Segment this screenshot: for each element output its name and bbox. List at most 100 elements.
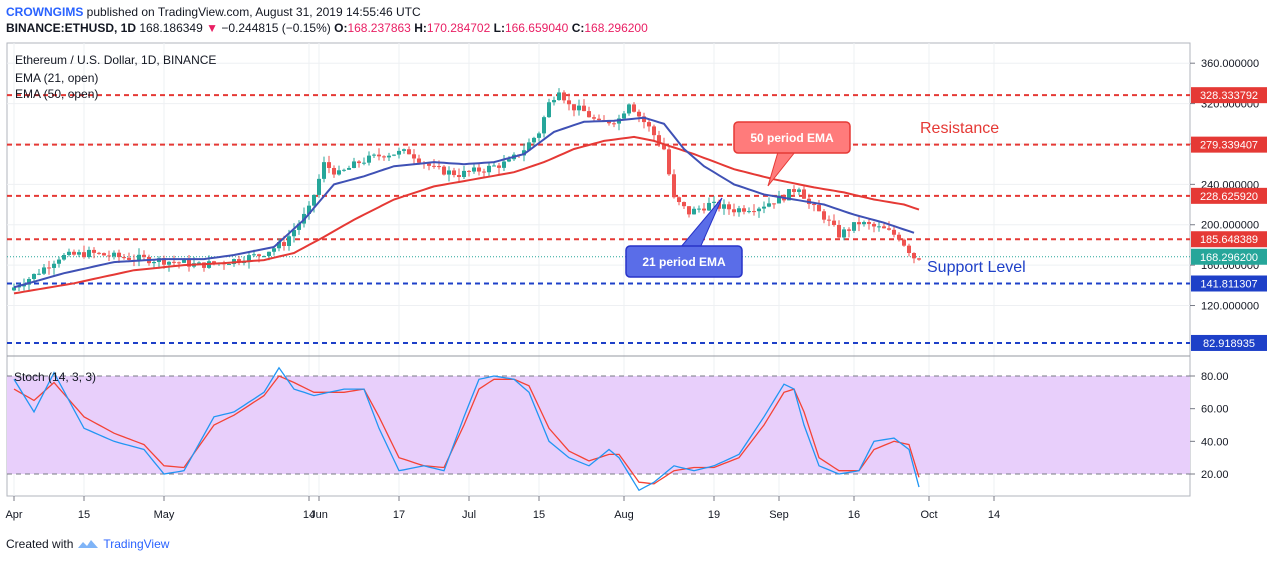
candle-body: [327, 162, 331, 168]
candle-body: [497, 165, 501, 168]
candle-body: [787, 189, 791, 201]
candle-body: [802, 189, 806, 199]
stoch-tick-label: 40.00: [1201, 436, 1229, 448]
candle-body: [392, 154, 396, 156]
candle-body: [387, 155, 391, 158]
ema21-callout-label: 21 period EMA: [642, 255, 726, 269]
candle-body: [822, 211, 826, 220]
candle-body: [307, 205, 311, 214]
ema21-callout: 21 period EMA: [625, 197, 743, 278]
ema50-callout: 50 period EMA: [733, 121, 851, 187]
candle-body: [67, 251, 71, 255]
candle-body: [732, 209, 736, 213]
time-tick-label: Oct: [920, 509, 937, 521]
candle-body: [792, 189, 796, 192]
candle-body: [112, 252, 116, 257]
candle-body: [347, 167, 351, 170]
candle-body: [762, 206, 766, 209]
price-level-badge: [1191, 248, 1267, 265]
candle-body: [117, 252, 121, 258]
legend-ema50: EMA (50, open): [15, 87, 98, 101]
candle-body: [407, 149, 411, 155]
symbol-label: BINANCE:ETHUSD, 1D: [6, 21, 137, 35]
candle-body: [892, 229, 896, 235]
candle-body: [487, 165, 491, 173]
candle-body: [687, 206, 691, 215]
candle-body: [462, 170, 466, 178]
candle-body: [582, 105, 586, 112]
candle-body: [862, 222, 866, 225]
stoch-d-line: [13, 375, 920, 485]
close-value: 168.296200: [584, 21, 648, 35]
candle-body: [37, 273, 41, 275]
candle-body: [257, 254, 261, 257]
grid: [7, 43, 1190, 496]
candle-body: [472, 167, 476, 172]
candle-body: [842, 229, 846, 238]
price-level-label: 141.811307: [1200, 278, 1257, 290]
candle-body: [877, 226, 881, 228]
candle-body: [912, 253, 916, 259]
candle-body: [477, 167, 481, 172]
candle-body: [247, 255, 251, 263]
candle-body: [502, 161, 506, 168]
support-annotation: Support Level: [927, 259, 1026, 276]
author-name[interactable]: CROWNGIMS: [6, 5, 84, 19]
candle-body: [542, 117, 546, 134]
candle-body: [72, 251, 76, 255]
candle-body: [252, 254, 256, 256]
candle-body: [827, 219, 831, 221]
candle-body: [42, 267, 46, 274]
candle-body: [882, 226, 886, 229]
candle-body: [322, 162, 326, 179]
candle-body: [27, 278, 31, 285]
high-value: 170.284702: [426, 21, 491, 35]
price-tick-label: 120.000000: [1201, 301, 1259, 313]
price-chart[interactable]: 360.000000320.000000280.000000240.000000…: [0, 40, 1274, 530]
candle-body: [337, 170, 341, 175]
low-value: 166.659040: [504, 21, 569, 35]
candle-body: [62, 254, 66, 260]
price-level-badge: [1191, 275, 1267, 292]
resistance-annotation: Resistance: [920, 120, 999, 137]
candle-body: [547, 102, 551, 118]
candle-body: [457, 175, 461, 178]
time-tick-label: Apr: [5, 509, 22, 521]
candles: [12, 88, 921, 292]
candle-body: [692, 208, 696, 215]
legend-ema21: EMA (21, open): [15, 71, 98, 85]
candle-body: [107, 255, 111, 257]
candle-body: [367, 155, 371, 163]
ema21-line: [13, 116, 915, 289]
candle-body: [812, 204, 816, 206]
candle-body: [917, 258, 921, 260]
candle-body: [127, 257, 131, 260]
candle-body: [867, 222, 871, 224]
stoch-tick-label: 60.00: [1201, 404, 1229, 416]
price-level-label: 168.296200: [1200, 252, 1258, 264]
time-tick-label: 14: [988, 509, 1000, 521]
tradingview-brand[interactable]: TradingView: [103, 537, 170, 551]
candle-body: [847, 229, 851, 231]
candle-body: [672, 174, 676, 198]
candle-body: [737, 208, 741, 213]
time-tick-label: 17: [393, 509, 405, 521]
price-level-label: 185.648389: [1200, 234, 1258, 246]
candle-body: [402, 149, 406, 151]
candle-body: [177, 262, 181, 264]
candle-body: [332, 167, 336, 175]
price-level-label: 82.918935: [1203, 338, 1255, 350]
price-level-badge: [1191, 334, 1267, 351]
candle-body: [902, 239, 906, 246]
candle-body: [182, 260, 186, 263]
candle-body: [427, 163, 431, 166]
candle-body: [357, 161, 361, 164]
candle-body: [587, 111, 591, 118]
candle-body: [832, 220, 836, 225]
candle-body: [637, 111, 641, 117]
candle-body: [12, 287, 16, 291]
candle-body: [397, 150, 401, 155]
price-level-badge: [1191, 187, 1267, 204]
time-tick-label: Aug: [614, 509, 634, 521]
candle-body: [267, 251, 271, 256]
